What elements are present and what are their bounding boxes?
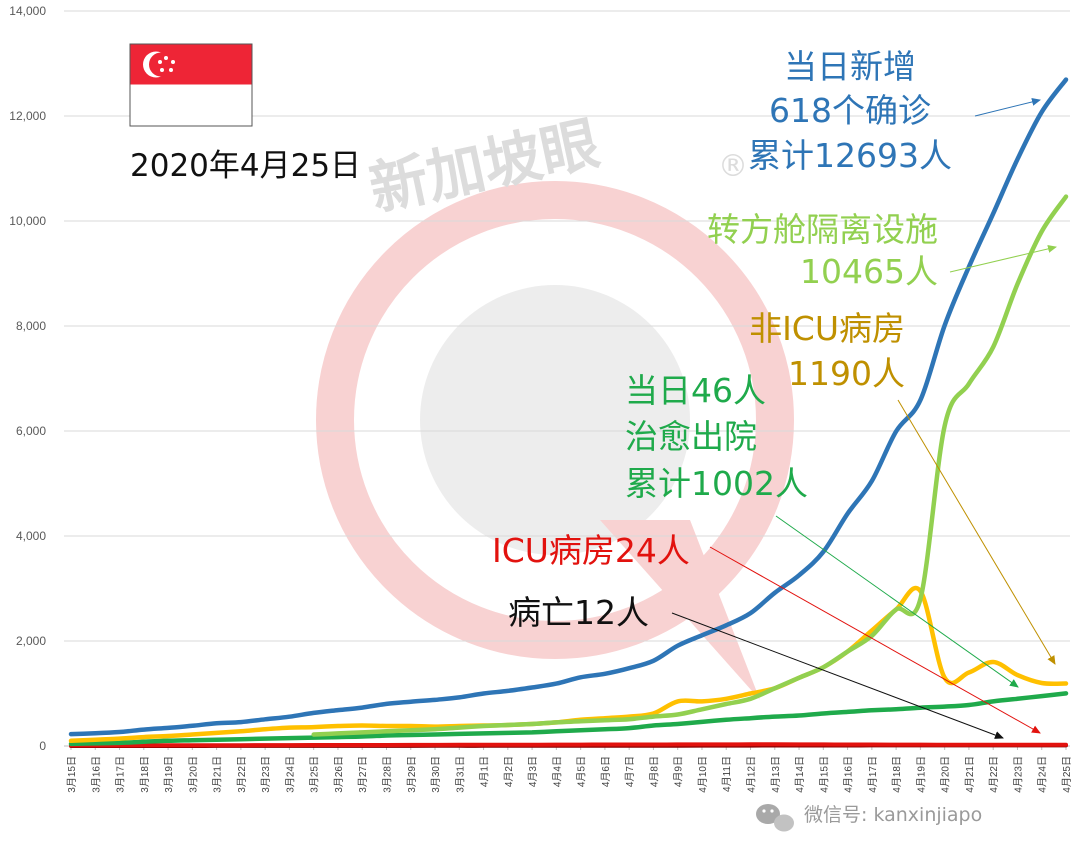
y-tick-label: 2,000 (16, 634, 46, 648)
x-tick-label: 4月22日 (988, 756, 1000, 793)
x-tick-label: 3月23日 (260, 756, 272, 793)
x-tick-label: 4月8日 (648, 756, 660, 787)
x-tick-label: 3月25日 (309, 756, 321, 793)
x-tick-label: 4月21日 (964, 756, 976, 793)
date-label: 2020年4月25日 (130, 148, 361, 184)
x-tick-label: 3月21日 (212, 756, 224, 793)
y-tick-label: 10,000 (9, 214, 46, 228)
x-tick-label: 3月20日 (187, 756, 199, 793)
x-tick-label: 3月19日 (163, 756, 175, 793)
watermark-pin (600, 520, 760, 700)
x-tick-label: 4月19日 (915, 756, 927, 793)
x-tick-label: 3月22日 (236, 756, 248, 793)
singapore-flag (129, 43, 253, 127)
watermark-ring (316, 181, 794, 659)
annotation-confirmed-line: 618个确诊 (769, 91, 931, 130)
x-tick-label: 4月3日 (527, 756, 539, 787)
annotation-non-icu-ward-line: 1190人 (788, 354, 905, 393)
x-tick-label: 3月28日 (381, 756, 393, 793)
x-tick-label: 4月15日 (818, 756, 830, 793)
x-tick-label: 4月4日 (551, 756, 563, 787)
x-tick-label: 4月14日 (794, 756, 806, 793)
x-tick-label: 3月24日 (284, 756, 296, 793)
y-tick-label: 14,000 (9, 4, 46, 18)
gridlines (64, 10, 1070, 642)
annotation-arrow-icu-ward (709, 546, 1041, 734)
wechat-footer: 微信号: kanxinjiapo (756, 804, 982, 832)
series-line-confirmed (68, 77, 1069, 737)
flag-stars-icon (158, 56, 175, 72)
x-tick-label: 4月23日 (1012, 756, 1024, 793)
x-tick-label: 4月12日 (746, 756, 758, 793)
x-axis: 3月15日 3月16日 3月17日 3月18日 3月19日 3月20日 3月21日 3月22日… (66, 746, 1073, 793)
annotation-community-facility-line: 转方舱隔离设施 (707, 210, 938, 249)
x-tick-label: 3月30日 (430, 756, 442, 793)
annotation-non-icu-ward-line: 非ICU病房 (749, 309, 905, 348)
annotation-deaths-line: 病亡12人 (508, 593, 649, 632)
y-tick-label: 0 (39, 739, 46, 753)
annotation-community-facility-line: 10465人 (800, 252, 938, 291)
x-tick-label: 3月26日 (333, 756, 345, 793)
x-tick-label: 4月25日 (1061, 756, 1073, 793)
x-tick-label: 4月18日 (891, 756, 903, 793)
series-line-community-facility (311, 194, 1069, 737)
annotation-discharged-line: 治愈出院 (625, 417, 757, 456)
y-tick-label: 8,000 (16, 319, 46, 333)
y-tick-label: 6,000 (16, 424, 46, 438)
wechat-id: 微信号: kanxinjiapo (804, 804, 982, 826)
annotation-arrow-deaths (671, 612, 1004, 739)
x-tick-label: 4月5日 (576, 756, 588, 787)
watermark-lens (420, 285, 690, 555)
wechat-icon (756, 804, 794, 832)
x-tick-label: 4月24日 (1037, 756, 1049, 793)
y-axis: 0 2,000 4,000 6,000 8,000 10,000 12,000 14,000 (9, 4, 46, 753)
x-tick-label: 3月15日 (66, 756, 78, 793)
x-tick-label: 3月29日 (406, 756, 418, 793)
annotation-arrow-community-facility (949, 244, 1057, 273)
annotation-confirmed-line: 累计12693人 (748, 136, 952, 175)
x-tick-label: 4月20日 (940, 756, 952, 793)
x-tick-label: 4月9日 (673, 756, 685, 787)
annotation-arrow-discharged (775, 515, 1019, 688)
x-tick-label: 4月6日 (600, 756, 612, 787)
y-tick-label: 12,000 (9, 109, 46, 123)
flag-crescent-inner (149, 52, 173, 77)
x-tick-label: 3月31日 (454, 756, 466, 793)
annotation-discharged-line: 当日46人 (625, 371, 766, 410)
annotation-discharged-line: 累计1002人 (625, 464, 808, 503)
x-tick-label: 3月17日 (115, 756, 127, 793)
watermark-registered: ® (718, 149, 748, 184)
series-lines (68, 77, 1069, 748)
annotation-confirmed-line: 当日新增 (784, 47, 916, 86)
series-line-icu-ward (69, 742, 1068, 748)
x-tick-label: 4月17日 (867, 756, 879, 793)
x-tick-label: 4月16日 (843, 756, 855, 793)
x-tick-label: 4月1日 (479, 756, 491, 787)
y-tick-label: 4,000 (16, 529, 46, 543)
annotation-arrow-non-icu-ward (897, 399, 1056, 665)
x-tick-label: 4月13日 (770, 756, 782, 793)
x-tick-label: 4月11日 (721, 756, 733, 792)
annotation-arrow-confirmed (974, 98, 1041, 117)
x-tick-label: 3月16日 (90, 756, 102, 793)
x-tick-label: 4月2日 (503, 756, 515, 787)
x-tick-label: 4月7日 (624, 756, 636, 787)
series-line-discharged (68, 691, 1069, 747)
x-tick-label: 3月18日 (139, 756, 151, 793)
x-tick-label: 4月10日 (697, 756, 709, 793)
annotation-icu-ward-line: ICU病房24人 (492, 531, 690, 570)
x-tick-label: 3月27日 (357, 756, 369, 793)
